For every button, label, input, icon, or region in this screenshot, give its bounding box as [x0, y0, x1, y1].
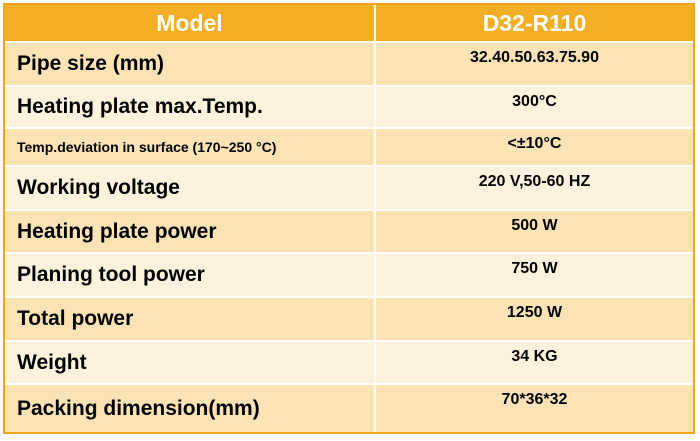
row-value: 220 V,50-60 HZ	[375, 167, 693, 211]
row-label: Heating plate power	[5, 211, 376, 254]
row-label: Temp.deviation in surface (170~250 °C)	[5, 129, 376, 167]
table-row: Heating plate max.Temp. 300°C	[5, 87, 693, 129]
row-value: <±10°C	[375, 129, 693, 167]
table-row: Pipe size (mm) 32.40.50.63.75.90	[5, 43, 693, 87]
header-model: Model	[5, 5, 376, 43]
row-label: Planing tool power	[5, 254, 376, 298]
table-row: Heating plate power 500 W	[5, 211, 693, 254]
row-label: Weight	[5, 342, 376, 385]
row-label: Working voltage	[5, 167, 376, 211]
row-label: Packing dimension(mm)	[5, 385, 376, 432]
row-value: 32.40.50.63.75.90	[375, 43, 693, 87]
row-label: Total power	[5, 298, 376, 342]
row-value: 300°C	[375, 87, 693, 129]
table-row: Planing tool power 750 W	[5, 254, 693, 298]
table-row: Weight 34 KG	[5, 342, 693, 385]
row-value: 70*36*32	[375, 385, 693, 432]
spec-table: Model D32-R110 Pipe size (mm) 32.40.50.6…	[3, 3, 695, 434]
table-header-row: Model D32-R110	[5, 5, 693, 43]
row-value: 34 KG	[375, 342, 693, 385]
row-value: 1250 W	[375, 298, 693, 342]
table-row: Packing dimension(mm) 70*36*32	[5, 385, 693, 432]
header-model-number: D32-R110	[375, 5, 693, 43]
row-value: 500 W	[375, 211, 693, 254]
row-value: 750 W	[375, 254, 693, 298]
row-label: Heating plate max.Temp.	[5, 87, 376, 129]
table-row: Temp.deviation in surface (170~250 °C) <…	[5, 129, 693, 167]
table-row: Working voltage 220 V,50-60 HZ	[5, 167, 693, 211]
row-label: Pipe size (mm)	[5, 43, 376, 87]
table-row: Total power 1250 W	[5, 298, 693, 342]
